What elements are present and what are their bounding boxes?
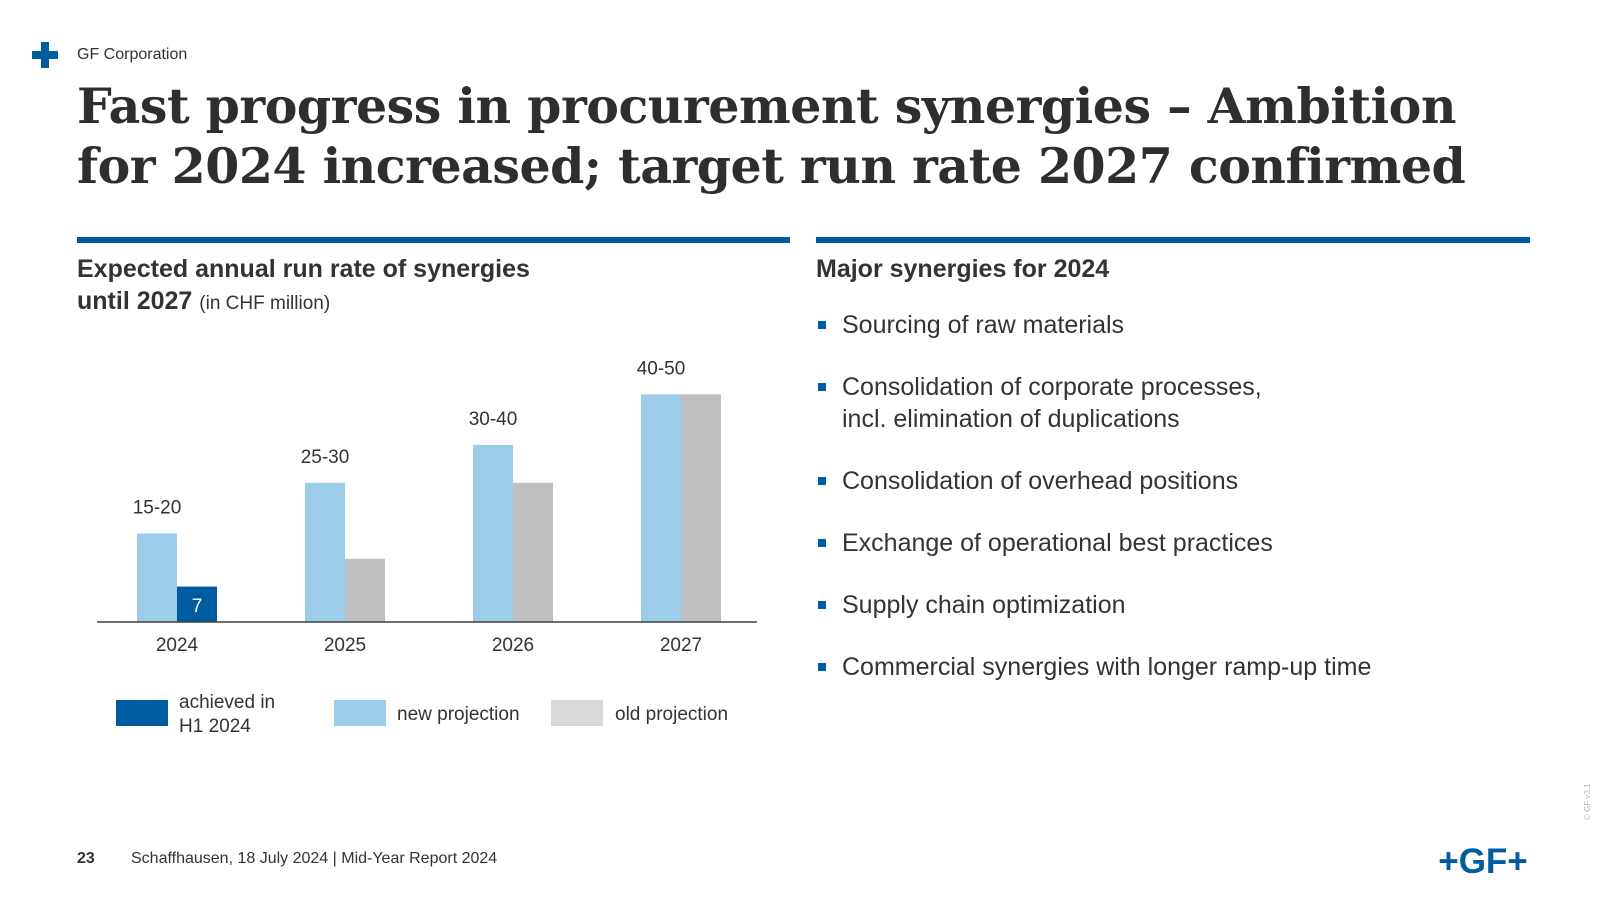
gf-logo-text: +GF+: [1438, 842, 1527, 878]
section-rule-left: [77, 237, 790, 243]
corporation-name: GF Corporation: [77, 46, 188, 63]
version-mark: © GF v3.1: [1583, 783, 1592, 820]
range-label-2027: 40-50: [637, 358, 686, 379]
bar-achieved-2024: [177, 586, 217, 622]
bullet-icon: [818, 539, 826, 547]
list-item-text-line2: incl. elimination of duplications: [842, 405, 1180, 433]
list-item: Supply chain optimization: [816, 589, 1536, 621]
chart-heading-line2: until 2027 (in CHF million): [77, 285, 597, 320]
list-item: Sourcing of raw materials: [816, 309, 1536, 341]
gf-brand-logo: +GF+: [1438, 842, 1527, 878]
bullet-icon: [818, 663, 826, 671]
bar-new-2025: [305, 482, 345, 622]
section-rule-right: [816, 237, 1530, 243]
bar-new-2026: [473, 444, 513, 622]
list-item-text: Consolidation of corporate processes,: [842, 373, 1262, 401]
synergy-bar-chart: 7 15-20 2024 25-30 2025 30-40 2026 40-50 2027: [97, 358, 757, 656]
legend-label-new: new projection: [397, 704, 520, 725]
legend-label-achieved-line2: H1 2024: [179, 716, 251, 737]
legend-swatch-old: [551, 700, 603, 726]
cross-logo-icon: [32, 42, 58, 68]
legend-label-old: old projection: [615, 704, 729, 725]
range-label-2024: 15-20: [133, 497, 182, 518]
list-item-text: Consolidation of overhead positions: [842, 467, 1239, 495]
bar-new-2027: [641, 394, 681, 622]
bar-old-2026: [513, 482, 553, 622]
bullet-icon: [818, 601, 826, 609]
legend-swatch-achieved: [116, 700, 168, 726]
chart-heading-line1: Expected annual run rate of synergies: [77, 255, 530, 283]
bullet-icon: [818, 383, 826, 391]
chart-heading-years: until 2027: [77, 287, 193, 315]
bullet-icon: [818, 477, 826, 485]
list-item: Consolidation of overhead positions: [816, 465, 1536, 497]
x-tick-label-2024: 2024: [156, 635, 199, 656]
bar-old-2025: [345, 558, 385, 622]
bar-new-2024: [137, 533, 177, 622]
list-item-text: Sourcing of raw materials: [842, 311, 1125, 339]
list-item: Commercial synergies with longer ramp-up…: [816, 651, 1536, 683]
list-item-text: Commercial synergies with longer ramp-up…: [842, 653, 1372, 681]
list-item-text: Exchange of operational best practices: [842, 529, 1273, 557]
x-tick-label-2026: 2026: [492, 635, 534, 656]
synergy-list: Sourcing of raw materials Consolidation …: [816, 309, 1536, 713]
range-label-2025: 25-30: [301, 447, 350, 468]
footer-text: Schaffhausen, 18 July 2024 | Mid-Year Re…: [131, 850, 498, 867]
legend-label-achieved-line1: achieved in: [179, 692, 276, 713]
achieved-value-label: 7: [192, 596, 203, 617]
x-tick-label-2025: 2025: [324, 635, 366, 656]
list-item-text: Supply chain optimization: [842, 591, 1126, 619]
list-item: Exchange of operational best practices: [816, 527, 1536, 559]
x-tick-label-2027: 2027: [660, 635, 702, 656]
bullet-icon: [818, 321, 826, 329]
range-label-2026: 30-40: [469, 409, 518, 430]
chart-heading: Expected annual run rate of synergies un…: [77, 253, 597, 320]
legend-label-achieved: achieved in H1 2024: [179, 691, 275, 739]
synergies-heading: Major synergies for 2024: [816, 255, 1110, 283]
page-number: 23: [77, 850, 95, 867]
bar-old-2027: [681, 394, 721, 622]
list-item: Consolidation of corporate processes, inc…: [816, 371, 1536, 435]
page-title: Fast progress in procurement synergies –…: [77, 77, 1466, 195]
legend-swatch-new: [334, 700, 386, 726]
chart-unit-label: (in CHF million): [199, 293, 331, 314]
